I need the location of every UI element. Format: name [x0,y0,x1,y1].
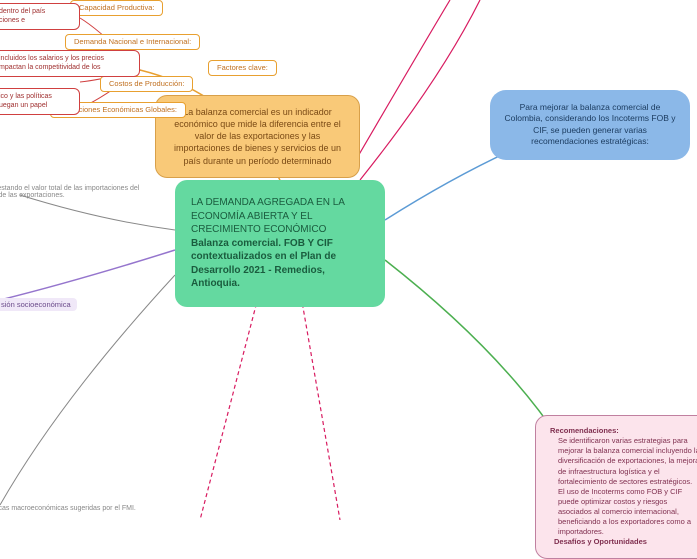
center-line3: CRECIMIENTO ECONÓMICO [191,223,369,237]
definition-text: La balanza comercial es un indicador eco… [174,107,341,166]
frag-socioecon[interactable]: sión socioeconómica [0,298,77,311]
center-line1: LA DEMANDA AGREGADA EN LA [191,196,369,210]
center-bold3: Desarrollo 2021 - Remedios, [191,264,369,278]
recom-subtitle: Desafíos y Oportunidades [550,537,697,547]
factores-label[interactable]: Factores clave: [208,60,277,76]
factor-demanda[interactable]: Demanda Nacional e Internacional: [65,34,200,50]
factor-capacidad[interactable]: Capacidad Productiva: [70,0,163,16]
recom-title: Recomendaciones: [550,426,697,436]
recomendaciones-node[interactable]: Recomendaciones: Se identificaron varias… [535,415,697,559]
frag-importaciones: restando el valor total de las importaci… [0,185,139,199]
center-line2: ECONOMÍA ABIERTA Y EL [191,210,369,224]
frag-top5: ico y las políticas uegan un papel [0,88,80,115]
frag-top1: dentro del país ciones e [0,3,80,30]
frag-top3: incluidos los salarios y los precios mpa… [0,50,140,77]
center-topic[interactable]: LA DEMANDA AGREGADA EN LA ECONOMÍA ABIER… [175,180,385,307]
recom-body: Se identificaron varias estrategias para… [550,436,697,537]
center-bold4: Antioquia. [191,277,369,291]
center-bold2: contextualizados en el Plan de [191,250,369,264]
blue-recommendations[interactable]: Para mejorar la balanza comercial de Col… [490,90,690,160]
factor-costos[interactable]: Costos de Producción: [100,76,193,92]
frag-fmi: ticas macroeconómicas sugeridas por el F… [0,505,136,512]
center-bold1: Balanza comercial. FOB Y CIF [191,237,369,251]
